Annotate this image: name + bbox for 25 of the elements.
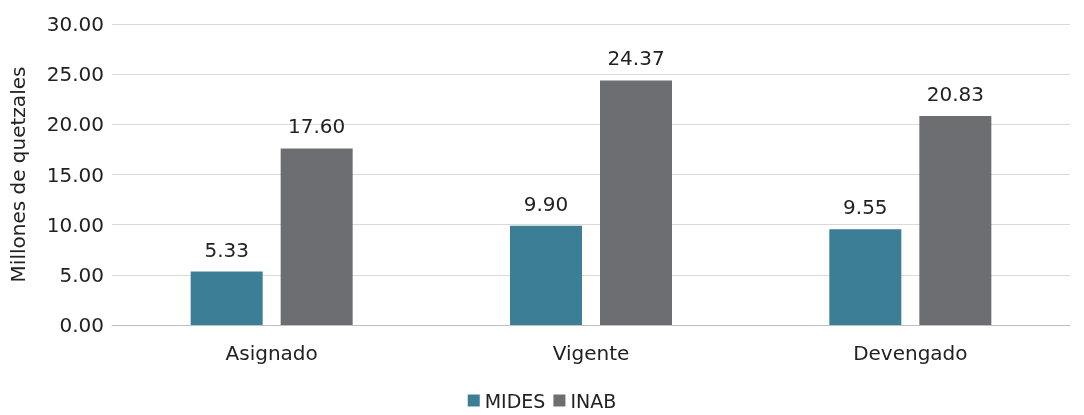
data-label: 24.37 — [607, 46, 665, 71]
bar — [190, 271, 263, 325]
y-axis-title: Millones de quetzales — [6, 66, 30, 283]
bar — [280, 148, 353, 325]
data-label: 17.60 — [288, 114, 346, 139]
data-label: 9.90 — [523, 191, 569, 216]
data-label: 9.55 — [843, 195, 888, 220]
y-tick-label: 10.00 — [46, 212, 104, 237]
y-tick-label: 30.00 — [46, 12, 104, 36]
y-tick-label: 20.00 — [46, 112, 104, 137]
bar — [600, 80, 672, 325]
y-tick-label: 5.00 — [59, 262, 104, 287]
legend-label: INAB — [570, 389, 617, 412]
legend-label: MIDES — [484, 389, 546, 412]
x-tick-label: Asignado — [225, 341, 318, 365]
bar — [919, 116, 992, 325]
y-tick-label: 15.00 — [46, 162, 104, 187]
bar — [510, 225, 582, 325]
bar — [829, 229, 902, 325]
y-tick-label: 0.00 — [59, 313, 104, 337]
x-tick-label: Devengado — [853, 341, 968, 365]
data-label: 20.83 — [926, 82, 984, 107]
data-label: 5.33 — [204, 237, 249, 262]
x-tick-label: Vigente — [552, 341, 630, 365]
y-tick-label: 25.00 — [46, 62, 104, 87]
